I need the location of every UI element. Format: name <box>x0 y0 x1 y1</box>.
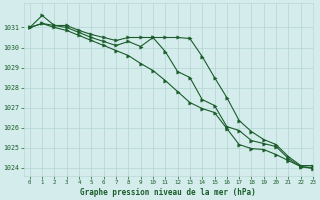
X-axis label: Graphe pression niveau de la mer (hPa): Graphe pression niveau de la mer (hPa) <box>80 188 256 197</box>
